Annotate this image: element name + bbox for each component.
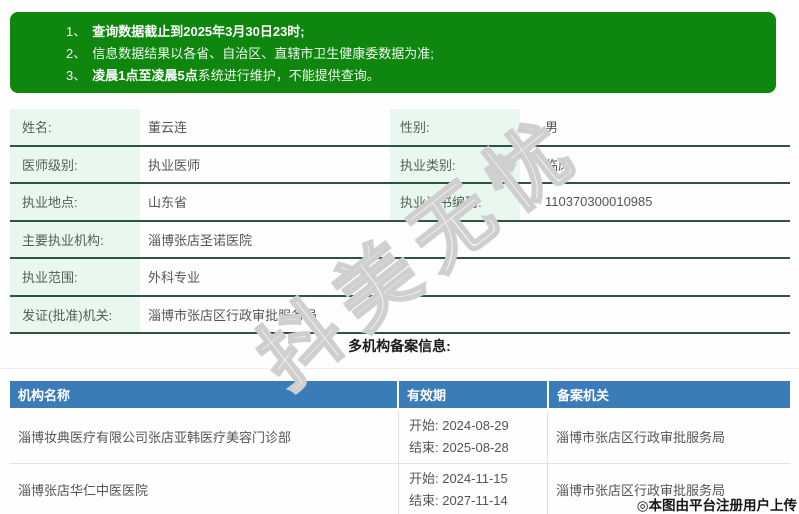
- org-table-header-row: 机构名称 有效期 备案机关: [10, 381, 790, 408]
- notice-number: 1、: [66, 24, 87, 39]
- org-name-cell: 淄博妆典医疗有限公司张店亚韩医疗美容门诊部: [18, 430, 292, 445]
- record-authority-header: 备案机关: [549, 381, 790, 408]
- info-row-location-certno: 执业地点: 山东省 执业证书编码: 110370300010985: [10, 184, 790, 222]
- validity-end: 结束: 2027-11-14: [409, 492, 508, 508]
- validity-period-header: 有效期: [399, 381, 547, 408]
- main-org-value: 淄博张店圣诺医院: [148, 232, 253, 248]
- notice-text-emphasis: 凌晨1点至凌晨5点: [92, 68, 198, 83]
- table-row: 淄博张店华仁中医医院 开始: 2024-11-15 结束: 2027-11-14…: [10, 464, 790, 514]
- practice-location-value: 山东省: [148, 195, 188, 211]
- org-name-cell: 淄博张店华仁中医医院: [18, 483, 149, 498]
- info-row-name-gender: 姓名: 董云连 性别: 男: [10, 109, 790, 147]
- record-authority-cell: 淄博市张店区行政审批服务局: [547, 410, 790, 463]
- notice-banner: 1、 查询数据截止到2025年3月30日23时; 2、 信息数据结果以各省、自治区、…: [10, 12, 776, 93]
- notice-item: 3、 凌晨1点至凌晨5点系统进行维护，不能提供查询。: [66, 65, 756, 87]
- table-row: 淄博妆典医疗有限公司张店亚韩医疗美容门诊部 开始: 2024-08-29 结束:…: [10, 410, 790, 464]
- info-row-main-org: 主要执业机构: 淄博张店圣诺医院: [10, 221, 790, 259]
- certificate-no-label: 执业证书编码:: [390, 184, 520, 220]
- validity-period-cell: 开始: 2024-08-29 结束: 2025-08-28: [398, 410, 547, 463]
- multi-org-table: 机构名称 有效期 备案机关 淄博妆典医疗有限公司张店亚韩医疗美容门诊部 开始: …: [10, 381, 790, 514]
- gender-value: 男: [545, 120, 559, 136]
- info-row-issuing-authority: 发证(批准)机关: 淄博市张店区行政审批服务局: [10, 296, 790, 334]
- practitioner-info-table: 姓名: 董云连 性别: 男 医师级别: 执业医师 执业类别: 临床 执业地点: …: [10, 109, 790, 334]
- section-divider: [0, 368, 799, 369]
- validity-start: 开始: 2024-11-15: [409, 470, 508, 486]
- notice-item: 1、 查询数据截止到2025年3月30日23时;: [66, 21, 756, 43]
- notice-number: 3、: [66, 68, 87, 83]
- validity-start: 开始: 2024-08-29: [409, 417, 509, 433]
- certificate-no-value: 110370300010985: [545, 194, 653, 210]
- practice-location-label: 执业地点:: [10, 184, 140, 220]
- record-authority-cell: 淄博市张店区行政审批服务局: [547, 464, 790, 514]
- name-label: 姓名:: [10, 109, 140, 145]
- info-row-level-category: 医师级别: 执业医师 执业类别: 临床: [10, 146, 790, 184]
- validity-period-cell: 开始: 2024-11-15 结束: 2027-11-14: [398, 464, 547, 514]
- practice-scope-value: 外科专业: [148, 270, 201, 286]
- practice-category-label: 执业类别:: [390, 146, 520, 182]
- name-value: 董云连: [148, 120, 188, 136]
- upload-credit-watermark: ◎本图由平台注册用户上传: [636, 498, 797, 513]
- notice-text: 信息数据结果以各省、自治区、直辖市卫生健康委数据为准;: [92, 46, 434, 61]
- issuing-authority-label: 发证(批准)机关:: [10, 296, 140, 332]
- issuing-authority-value: 淄博市张店区行政审批服务局: [148, 307, 318, 323]
- notice-text-emphasis: 查询数据截止到2025年3月30日23时;: [92, 24, 305, 39]
- org-name-header: 机构名称: [10, 381, 397, 408]
- main-org-label: 主要执业机构:: [10, 221, 140, 257]
- doctor-level-label: 医师级别:: [10, 146, 140, 182]
- practice-scope-label: 执业范围:: [10, 259, 140, 295]
- practice-category-value: 临床: [545, 157, 572, 173]
- multi-org-section-title: 多机构备案信息:: [348, 338, 451, 354]
- notice-item: 2、 信息数据结果以各省、自治区、直辖市卫生健康委数据为准;: [66, 43, 756, 65]
- info-row-practice-scope: 执业范围: 外科专业: [10, 259, 790, 297]
- notice-text: 系统进行维护，不能提供查询。: [197, 68, 380, 83]
- validity-end: 结束: 2025-08-28: [409, 439, 509, 455]
- notice-number: 2、: [66, 46, 87, 61]
- doctor-level-value: 执业医师: [148, 157, 201, 173]
- gender-label: 性别:: [390, 109, 520, 145]
